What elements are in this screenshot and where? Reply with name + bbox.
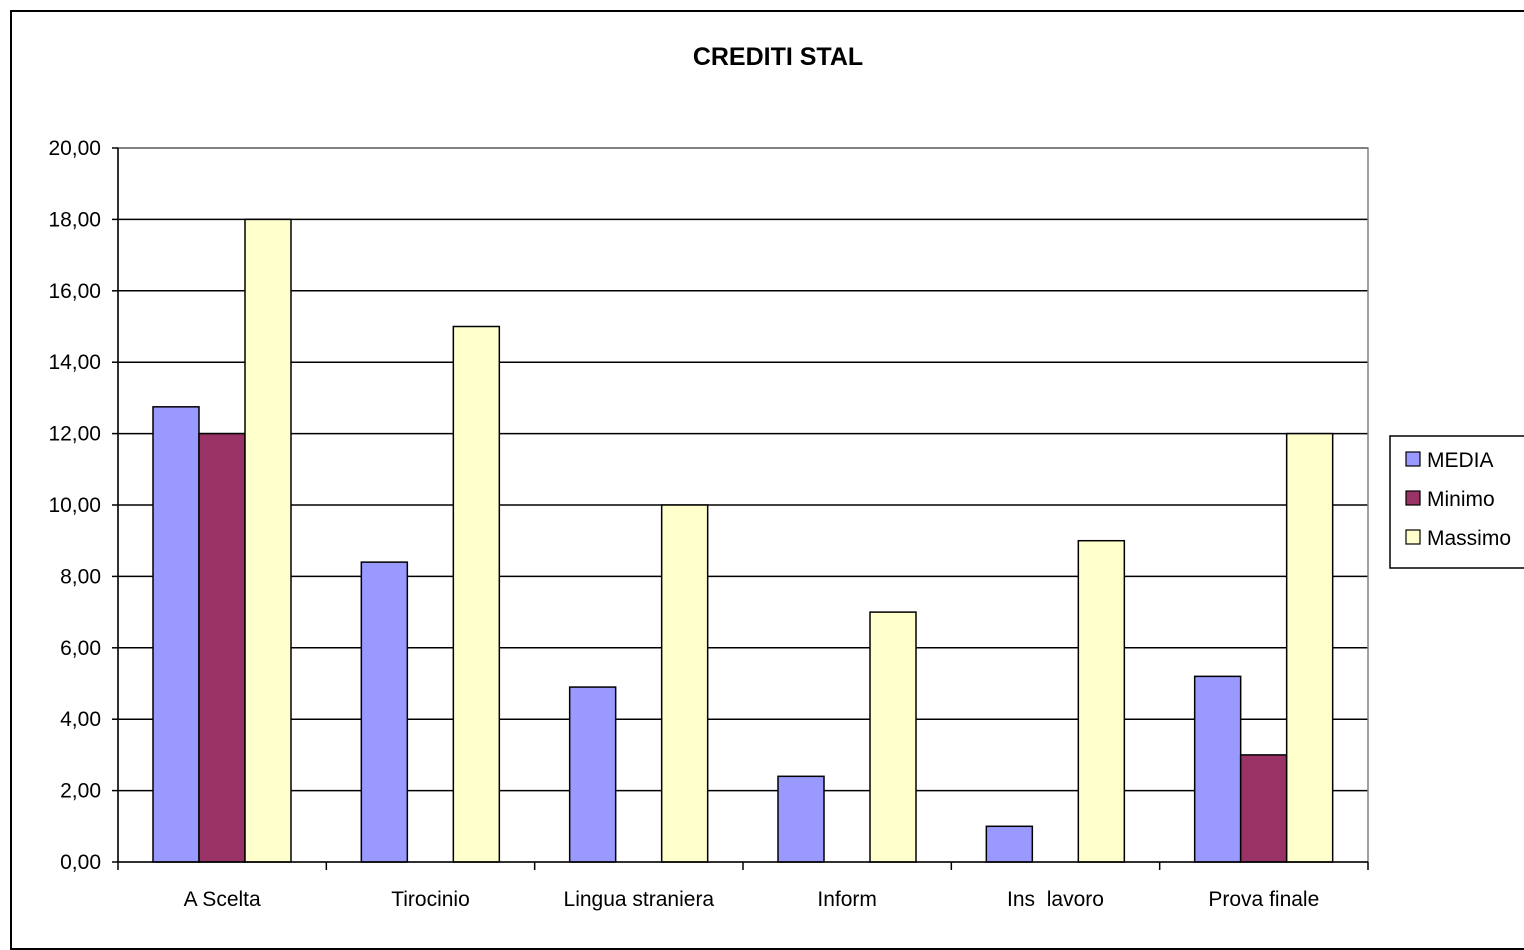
- y-tick-label: 12,00: [48, 423, 101, 446]
- legend-swatch: [1405, 451, 1421, 467]
- gridlines: [118, 147, 1368, 792]
- legend-label: Massimo: [1427, 527, 1511, 550]
- legend-swatch: [1405, 529, 1421, 545]
- x-tick-label: A Scelta: [184, 888, 261, 911]
- bar-massimo-2: [660, 504, 709, 863]
- y-axis-ticks: 0,00 2,00 4,00 6,00 8,00 10,00 12,00 14,00 16,00…: [48, 137, 118, 874]
- bars: [152, 218, 1334, 863]
- x-tick-label: Prova finale: [1208, 888, 1319, 911]
- y-tick-label: 6,00: [60, 637, 101, 660]
- chart-title: CREDITI STAL: [693, 43, 863, 71]
- x-tick-label: Tirocinio: [391, 888, 470, 911]
- bar-massimo-0: [244, 218, 292, 863]
- y-tick-label: 14,00: [48, 351, 101, 374]
- y-tick-label: 10,00: [48, 494, 101, 517]
- bar-media-5: [1193, 675, 1242, 863]
- legend-label: MEDIA: [1427, 449, 1494, 472]
- x-axis-ticks: A Scelta Tirocinio Lingua straniera Inform I…: [117, 862, 1369, 911]
- legend-label: Minimo: [1427, 488, 1495, 511]
- bar-media-0: [152, 406, 200, 863]
- bar-minimo-0: [198, 432, 246, 863]
- x-tick-label: Inform: [817, 888, 877, 911]
- y-tick-label: 20,00: [48, 137, 101, 160]
- bar-media-4: [985, 825, 1034, 863]
- y-tick-label: 18,00: [48, 208, 101, 231]
- bar-massimo-4: [1077, 539, 1126, 863]
- bar-massimo-3: [869, 611, 917, 863]
- bar-massimo-1: [452, 325, 501, 863]
- y-tick-label: 4,00: [60, 708, 101, 731]
- y-tick-label: 8,00: [60, 565, 101, 588]
- bar-minimo-5: [1239, 754, 1288, 863]
- legend: MEDIA Minimo Massimo: [1389, 435, 1524, 569]
- bar-massimo-5: [1285, 432, 1334, 863]
- y-tick-label: 16,00: [48, 280, 101, 303]
- bar-media-1: [360, 561, 409, 863]
- legend-swatch: [1405, 490, 1421, 506]
- y-tick-label: 0,00: [60, 851, 101, 874]
- y-tick-label: 2,00: [60, 780, 101, 803]
- x-tick-label: Lingua straniera: [564, 888, 715, 911]
- x-tick-label: Ins lavoro: [1007, 888, 1104, 911]
- bar-media-3: [777, 775, 825, 863]
- bar-media-2: [568, 686, 617, 863]
